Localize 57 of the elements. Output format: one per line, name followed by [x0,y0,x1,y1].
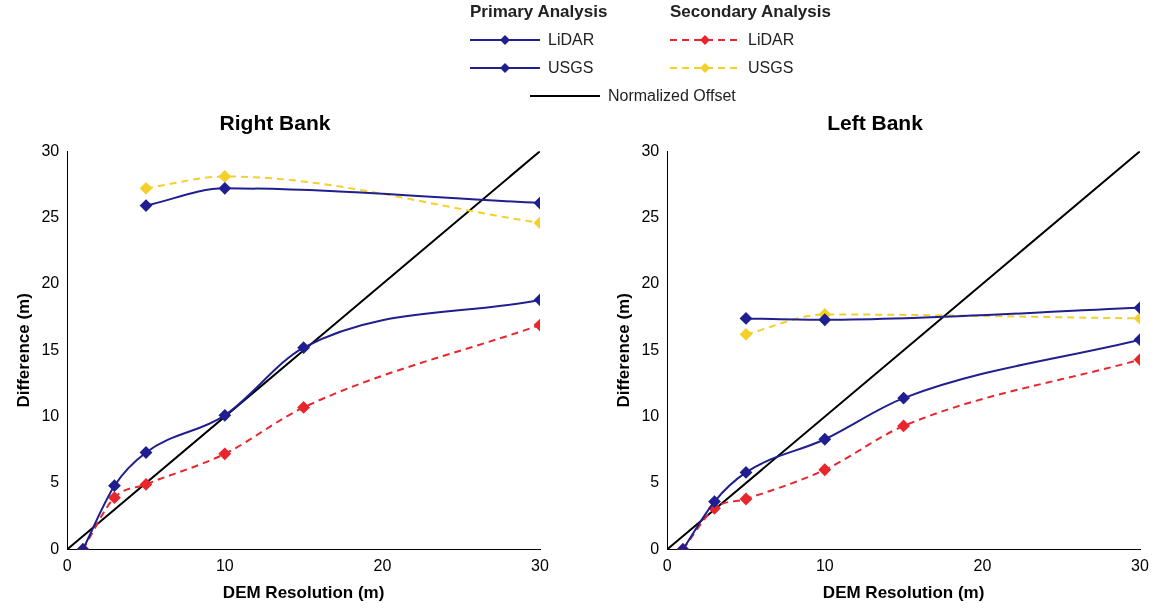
point [108,479,121,492]
y-tick-label: 15 [641,340,660,358]
y-tick-label: 0 [650,539,660,557]
point [740,466,752,479]
text: Secondary Analysis [670,2,832,22]
point [218,170,231,183]
point [818,463,831,476]
legend-label: USGS [748,59,794,77]
y-tick-label: 20 [641,274,660,292]
y-axis-title: Difference (m) [613,293,633,408]
y-tick-label: 0 [50,539,60,557]
point [818,433,831,446]
point [708,495,721,508]
y-tick-label: 10 [641,407,660,425]
y-tick-label: 5 [650,473,660,491]
chart-title: Left Bank [827,111,924,135]
y-tick-label: 30 [41,141,60,159]
x-tick-label: 10 [815,557,834,575]
legend-label: LiDAR [548,31,595,49]
legend-label: Normalized Offset [608,87,736,105]
y-tick-label: 10 [41,407,60,425]
point [740,328,752,341]
point [140,446,152,459]
x-axis-title: DEM Resolution (m) [822,583,985,603]
x-axis-title: DEM Resolution (m) [222,583,385,603]
x-tick-label: 20 [973,557,992,575]
y-tick-label: 25 [41,207,60,225]
point [297,341,310,354]
legend-label: USGS [548,59,594,77]
y-tick-label: 20 [41,274,60,292]
point [140,478,152,491]
y-axis-title: Difference (m) [13,293,33,408]
point [740,312,752,325]
point [897,392,910,405]
point [818,313,831,326]
point [140,182,152,195]
point [218,182,231,195]
x-tick-label: 0 [662,557,672,575]
text: Primary Analysis [470,2,609,22]
y-tick-label: 5 [50,473,60,491]
x-tick-label: 20 [373,557,392,575]
point [108,491,121,504]
x-tick-label: 30 [531,557,549,575]
x-tick-label: 30 [1131,557,1149,575]
y-tick-label: 30 [641,141,660,159]
x-tick-label: 10 [215,557,234,575]
point [897,419,910,432]
y-tick-label: 25 [641,207,660,225]
x-tick-label: 0 [62,557,72,575]
point [218,447,231,460]
y-tick-label: 15 [41,340,60,358]
point [297,401,310,414]
point [218,409,231,422]
point [740,492,752,505]
legend-label: LiDAR [748,31,795,49]
chart-title: Right Bank [219,111,331,135]
point [140,199,152,212]
